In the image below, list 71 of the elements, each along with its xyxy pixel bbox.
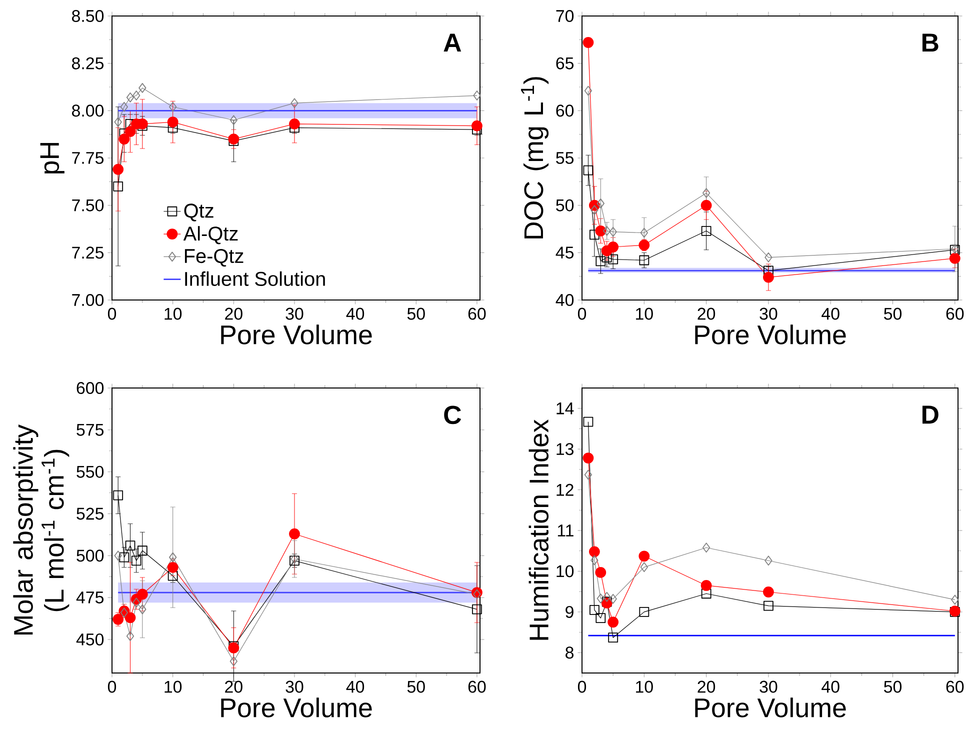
x-tick-label: 30 — [286, 680, 304, 693]
x-tick-label: 20 — [698, 308, 716, 320]
x-tick-label: 60 — [946, 308, 964, 320]
y-tick-label: 50 — [556, 199, 574, 212]
y-tick-label: 70 — [556, 10, 574, 22]
legend-label: Fe-Qtz — [184, 248, 244, 267]
y-tick-label: 60 — [556, 104, 574, 117]
x-tick-label: 30 — [760, 308, 778, 320]
y-tick-label: 500 — [76, 550, 104, 562]
x-tick-label: 10 — [636, 680, 653, 693]
y-tick-label: 525 — [76, 508, 104, 520]
y-axis-title: DOC (mg L$^{-1}$) — [521, 77, 549, 238]
x-tick-label: 20 — [225, 680, 242, 693]
x-tick-label: 50 — [407, 308, 425, 320]
x-tick-label: 60 — [946, 680, 964, 693]
x-tick-label: 10 — [636, 308, 653, 320]
x-tick-label: 40 — [346, 308, 364, 320]
legend-label: Qtz — [184, 204, 214, 222]
y-tick-label: 8.25 — [72, 57, 104, 70]
x-tick-label: 60 — [468, 308, 486, 320]
x-tick-label: 40 — [822, 680, 840, 693]
y-tick-label: 7.50 — [72, 199, 104, 212]
annotation: D — [922, 406, 938, 424]
annotation: C — [444, 406, 462, 424]
y-tick-label: 7.25 — [72, 246, 104, 259]
x-tick-label: 0 — [578, 308, 586, 320]
x-axis-title: Pore Volume — [221, 698, 372, 718]
y-tick-label: 7.75 — [72, 152, 104, 164]
y-tick-label: 10 — [556, 565, 574, 578]
x-tick-label: 0 — [108, 680, 116, 693]
x-tick-label: 40 — [822, 308, 840, 320]
x-axis-title: Pore Volume — [695, 698, 846, 718]
y-tick-label: 12 — [556, 484, 574, 496]
y-axis-title: pH — [40, 143, 64, 174]
legend-label: Influent Solution — [185, 271, 325, 286]
x-tick-label: 50 — [407, 680, 425, 693]
y-tick-label: 9 — [566, 606, 574, 618]
x-tick-label: 10 — [164, 680, 182, 693]
y-tick-label: 550 — [76, 466, 104, 478]
x-tick-label: 0 — [578, 680, 586, 693]
y-tick-label: 45 — [556, 246, 574, 259]
x-axis-title: Pore Volume — [695, 324, 846, 344]
x-tick-label: 50 — [884, 308, 902, 320]
x-tick-label: 40 — [346, 680, 364, 693]
y-tick-label: 8.50 — [72, 10, 104, 22]
annotation: B — [922, 34, 938, 52]
x-tick-label: 30 — [760, 680, 778, 693]
y-tick-label: 8 — [566, 646, 574, 659]
x-tick-label: 60 — [468, 680, 486, 693]
y-tick-label: 475 — [76, 592, 104, 604]
annotation: A — [444, 34, 462, 52]
y-tick-label: 575 — [76, 424, 104, 436]
y-tick-label: 7.00 — [72, 294, 104, 306]
y-tick-label: 13 — [556, 443, 574, 456]
x-tick-label: 30 — [286, 308, 304, 320]
y-axis-title: Humification Index — [528, 419, 549, 640]
y-tick-label: 600 — [76, 382, 104, 394]
y-tick-label: 55 — [556, 152, 574, 164]
y-tick-label: 11 — [558, 524, 574, 536]
x-tick-label: 0 — [108, 308, 116, 320]
y-tick-label: 40 — [556, 294, 574, 306]
legend-label: Al-Qtz — [183, 226, 238, 244]
x-tick-label: 20 — [698, 680, 716, 693]
y-tick-label: 8.00 — [72, 104, 104, 117]
y-tick-label: 65 — [556, 57, 574, 70]
y-tick-label: 450 — [76, 633, 104, 646]
x-tick-label: 50 — [884, 680, 902, 693]
x-tick-label: 20 — [225, 308, 242, 320]
y-tick-label: 14 — [556, 402, 574, 414]
x-axis-title: Pore Volume — [221, 324, 372, 344]
x-tick-label: 10 — [164, 308, 182, 320]
